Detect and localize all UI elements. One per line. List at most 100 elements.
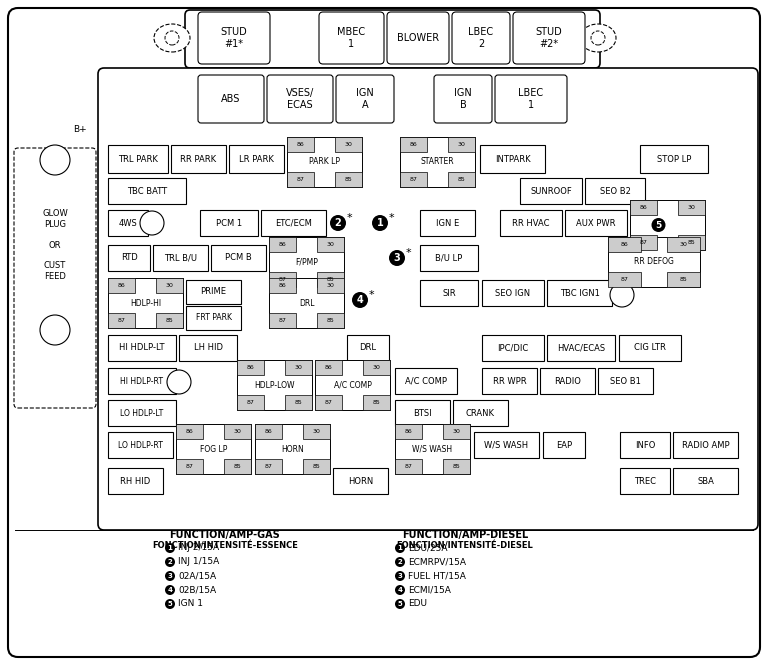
Text: RH HID: RH HID <box>121 477 151 485</box>
Text: 87: 87 <box>279 277 286 282</box>
Bar <box>363 395 390 410</box>
Text: HDLP-HI: HDLP-HI <box>130 299 161 307</box>
Bar <box>287 137 314 152</box>
Bar <box>630 235 657 250</box>
Circle shape <box>40 315 70 345</box>
Text: 3: 3 <box>398 573 402 579</box>
Text: FONCTION/INTENSITÉ-ESSENCE: FONCTION/INTENSITÉ-ESSENCE <box>152 541 298 551</box>
Text: ECMI/15A: ECMI/15A <box>408 585 451 595</box>
Text: CIG LTR: CIG LTR <box>634 344 666 352</box>
Text: 87: 87 <box>296 177 304 182</box>
Text: FUNCTION/AMP-GAS: FUNCTION/AMP-GAS <box>170 530 280 540</box>
Text: FUNCTION/AMP-DIESEL: FUNCTION/AMP-DIESEL <box>402 530 528 540</box>
Text: 02A/15A: 02A/15A <box>178 571 216 581</box>
Text: IPC/DIC: IPC/DIC <box>498 344 528 352</box>
Text: 30: 30 <box>458 142 465 147</box>
Bar <box>317 272 344 287</box>
Bar <box>335 172 362 187</box>
Bar <box>255 459 282 474</box>
Text: HVAC/ECAS: HVAC/ECAS <box>557 344 605 352</box>
Text: IGN 1: IGN 1 <box>178 600 203 608</box>
Bar <box>673 432 738 458</box>
FancyBboxPatch shape <box>8 8 760 657</box>
Text: 87: 87 <box>247 400 254 405</box>
Text: 86: 86 <box>118 283 125 288</box>
Bar <box>176 424 251 474</box>
Circle shape <box>167 370 191 394</box>
Bar <box>237 360 312 410</box>
Text: 85: 85 <box>458 177 465 182</box>
Bar <box>108 245 150 271</box>
Text: LH HID: LH HID <box>194 344 223 352</box>
Bar <box>678 235 705 250</box>
Bar <box>108 368 176 394</box>
Text: 87: 87 <box>405 464 412 469</box>
Bar <box>482 335 544 361</box>
Bar <box>287 172 314 187</box>
FancyBboxPatch shape <box>387 12 449 64</box>
Text: 2: 2 <box>335 218 341 228</box>
Circle shape <box>591 31 605 45</box>
Bar <box>285 395 312 410</box>
Bar <box>667 237 700 252</box>
FancyBboxPatch shape <box>198 75 264 123</box>
Text: 86: 86 <box>621 242 628 247</box>
Circle shape <box>372 215 388 231</box>
Ellipse shape <box>580 24 616 52</box>
Text: TBC IGN1: TBC IGN1 <box>560 289 600 297</box>
FancyBboxPatch shape <box>185 10 600 68</box>
Text: INJ 1/15A: INJ 1/15A <box>178 557 219 567</box>
Text: 3: 3 <box>394 253 400 263</box>
Text: 86: 86 <box>265 429 273 434</box>
Bar <box>317 313 344 328</box>
Text: 4WS: 4WS <box>118 219 137 227</box>
Text: F/PMP: F/PMP <box>295 257 318 267</box>
Bar <box>269 237 296 252</box>
Bar <box>667 272 700 287</box>
Text: 86: 86 <box>325 365 333 370</box>
Text: RR WPR: RR WPR <box>493 376 526 386</box>
Text: TRL PARK: TRL PARK <box>118 154 158 164</box>
Bar <box>315 360 342 375</box>
Bar <box>153 245 208 271</box>
Bar <box>547 335 615 361</box>
Text: INFO: INFO <box>635 440 655 450</box>
Bar <box>547 280 612 306</box>
Circle shape <box>165 585 175 595</box>
Bar <box>400 137 475 187</box>
Text: HI HDLP-LT: HI HDLP-LT <box>119 344 165 352</box>
Circle shape <box>395 543 405 553</box>
Text: 30: 30 <box>326 242 334 247</box>
Bar <box>678 200 705 215</box>
Circle shape <box>40 145 70 175</box>
Bar <box>211 245 266 271</box>
Circle shape <box>395 599 405 609</box>
Text: ECMRPV/15A: ECMRPV/15A <box>408 557 466 567</box>
Text: 85: 85 <box>372 400 380 405</box>
Bar <box>619 335 681 361</box>
Bar <box>317 237 344 252</box>
Text: SEO B1: SEO B1 <box>610 376 641 386</box>
Circle shape <box>165 543 175 553</box>
Text: EAP: EAP <box>556 440 572 450</box>
Text: DRL: DRL <box>299 299 314 307</box>
Text: 85: 85 <box>233 464 241 469</box>
Bar <box>108 313 135 328</box>
Bar <box>269 278 296 293</box>
Text: BTSI: BTSI <box>413 408 432 418</box>
Bar <box>608 237 641 252</box>
Bar <box>480 145 545 173</box>
Bar <box>453 400 508 426</box>
Text: INJ 2/15A: INJ 2/15A <box>178 543 219 553</box>
Circle shape <box>165 31 179 45</box>
Bar <box>229 145 284 173</box>
Text: 85: 85 <box>326 277 334 282</box>
Text: 4: 4 <box>398 587 402 593</box>
Text: RADIO AMP: RADIO AMP <box>682 440 730 450</box>
Text: DRL: DRL <box>359 344 376 352</box>
Bar <box>269 313 296 328</box>
Bar <box>443 424 470 439</box>
Text: 4: 4 <box>356 295 363 305</box>
Text: 85: 85 <box>313 464 320 469</box>
Bar <box>287 137 362 187</box>
